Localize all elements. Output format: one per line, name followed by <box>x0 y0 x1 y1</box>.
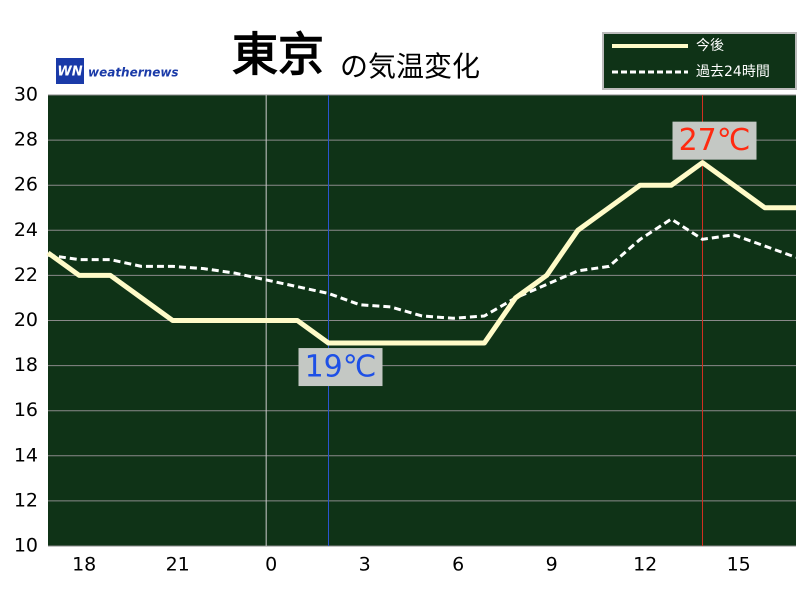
legend-box <box>602 32 797 90</box>
chart-title: 東京 <box>232 28 324 82</box>
x-tick-label: 18 <box>72 554 96 576</box>
y-tick-label: 30 <box>14 84 38 106</box>
y-tick-label: 12 <box>14 489 38 511</box>
y-tick-label: 20 <box>14 309 38 331</box>
annotation-label: 19℃ <box>305 350 377 385</box>
x-tick-label: 12 <box>633 554 657 576</box>
annotation-box <box>298 348 383 387</box>
brand-name: weathernews <box>88 66 179 80</box>
y-tick-label: 16 <box>14 399 38 421</box>
series-line <box>47 217 797 320</box>
y-tick-label: 18 <box>14 354 38 376</box>
y-tick-label: 28 <box>14 129 38 151</box>
y-tick-label: 14 <box>14 444 38 466</box>
x-tick-label: 3 <box>359 554 371 576</box>
x-tick-label: 21 <box>166 554 190 576</box>
legend-label: 今後 <box>696 38 724 54</box>
x-tick-label: 6 <box>452 554 464 576</box>
chart-subtitle: の気温変化 <box>340 50 480 83</box>
y-tick-label: 24 <box>14 219 38 241</box>
y-tick-label: 10 <box>14 535 38 557</box>
x-tick-label: 9 <box>546 554 558 576</box>
series-line <box>46 160 796 346</box>
annotation-box <box>672 121 757 160</box>
annotation-label: 27℃ <box>679 123 751 158</box>
x-tick-label: 0 <box>265 554 277 576</box>
y-tick-label: 26 <box>14 174 38 196</box>
brand-logo <box>56 58 84 84</box>
legend-label: 過去24時間 <box>696 64 770 80</box>
x-tick-label: 15 <box>727 554 751 576</box>
y-tick-label: 22 <box>14 264 38 286</box>
brand-mark: WN <box>57 65 82 80</box>
